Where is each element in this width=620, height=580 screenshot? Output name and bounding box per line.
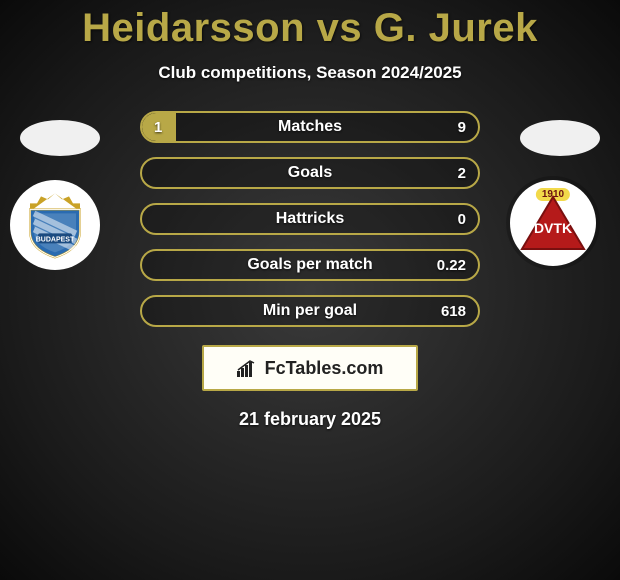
player-left-silhouette — [20, 120, 100, 156]
club-badge-left: BUDAPEST — [10, 180, 110, 270]
dvtk-triangle-icon: DVTK — [518, 193, 588, 257]
stat-right-value: 0.22 — [437, 251, 466, 279]
svg-text:BUDAPEST: BUDAPEST — [36, 236, 75, 243]
stat-right-value: 9 — [458, 113, 466, 141]
svg-text:DVTK: DVTK — [534, 220, 572, 236]
player-left-column: BUDAPEST — [0, 120, 120, 270]
mtk-shield-icon: BUDAPEST — [20, 191, 90, 261]
stat-label: Goals — [142, 159, 478, 187]
stat-right-value: 0 — [458, 205, 466, 233]
date-text: 21 february 2025 — [0, 409, 620, 430]
stat-label: Hattricks — [142, 205, 478, 233]
page-title: Heidarsson vs G. Jurek — [0, 0, 620, 51]
player-right-silhouette — [520, 120, 600, 156]
stat-label: Min per goal — [142, 297, 478, 325]
stat-row: Min per goal618 — [140, 295, 480, 327]
stat-row: Goals per match0.22 — [140, 249, 480, 281]
stat-label: Goals per match — [142, 251, 478, 279]
stat-row: Goals2 — [140, 157, 480, 189]
player-right-column: 1910 DVTK — [500, 120, 620, 270]
watermark: FcTables.com — [202, 345, 418, 391]
stat-right-value: 2 — [458, 159, 466, 187]
stat-row: 1Matches9 — [140, 111, 480, 143]
bar-chart-icon — [237, 359, 259, 377]
club-badge-right: 1910 DVTK — [510, 180, 610, 270]
subtitle: Club competitions, Season 2024/2025 — [0, 63, 620, 83]
stat-label: Matches — [142, 113, 478, 141]
stat-right-value: 618 — [441, 297, 466, 325]
stat-row: Hattricks0 — [140, 203, 480, 235]
watermark-text: FcTables.com — [265, 358, 384, 379]
